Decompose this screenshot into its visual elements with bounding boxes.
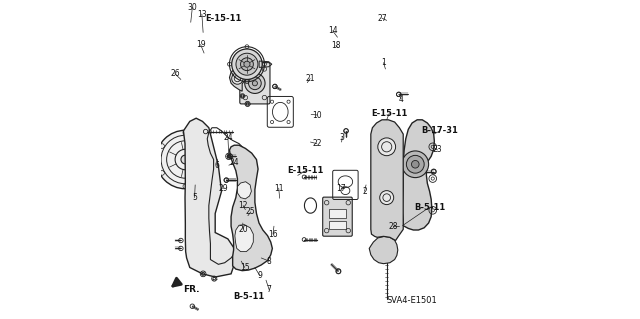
FancyBboxPatch shape — [323, 197, 352, 236]
Text: 8: 8 — [267, 257, 271, 266]
Polygon shape — [377, 243, 394, 260]
Polygon shape — [235, 225, 253, 252]
Polygon shape — [237, 182, 252, 199]
Text: 23: 23 — [433, 145, 442, 154]
Text: 27: 27 — [377, 14, 387, 23]
Text: 29: 29 — [219, 184, 228, 193]
Text: 20: 20 — [238, 225, 248, 234]
Circle shape — [252, 81, 257, 86]
Text: SVA4-E1501: SVA4-E1501 — [387, 296, 438, 305]
Text: 4: 4 — [399, 95, 404, 104]
Bar — [329, 221, 346, 229]
Circle shape — [248, 77, 261, 90]
Text: 24: 24 — [223, 133, 233, 142]
Circle shape — [241, 58, 253, 70]
Circle shape — [380, 191, 394, 204]
Bar — [329, 209, 346, 218]
Text: 6: 6 — [214, 161, 220, 170]
Circle shape — [402, 151, 429, 178]
Circle shape — [412, 160, 419, 168]
FancyBboxPatch shape — [240, 63, 270, 104]
Circle shape — [232, 49, 262, 79]
Text: 19: 19 — [196, 40, 205, 49]
Text: E-15-11: E-15-11 — [371, 109, 408, 118]
Text: B-5-11: B-5-11 — [233, 292, 264, 300]
Text: B-17-31: B-17-31 — [422, 126, 458, 135]
Text: 16: 16 — [268, 230, 278, 239]
Circle shape — [181, 155, 189, 164]
Text: 28: 28 — [388, 222, 398, 231]
Polygon shape — [371, 120, 403, 241]
Text: E-15-11: E-15-11 — [287, 166, 324, 175]
Circle shape — [244, 61, 250, 67]
Text: 2: 2 — [362, 187, 367, 196]
Circle shape — [406, 155, 424, 173]
Text: 22: 22 — [312, 139, 321, 148]
Text: 12: 12 — [238, 201, 248, 210]
Text: 10: 10 — [313, 111, 323, 120]
Text: 14: 14 — [328, 26, 337, 35]
Polygon shape — [230, 67, 248, 91]
Text: 1: 1 — [381, 58, 386, 67]
Text: B-5-11: B-5-11 — [414, 203, 445, 211]
Text: 15: 15 — [240, 263, 250, 272]
Text: FR.: FR. — [183, 285, 199, 294]
Polygon shape — [402, 120, 435, 230]
Text: 26: 26 — [170, 69, 180, 78]
Text: 17: 17 — [337, 184, 346, 193]
Text: E-15-11: E-15-11 — [205, 14, 241, 23]
Circle shape — [378, 138, 396, 156]
Text: 18: 18 — [331, 41, 340, 50]
FancyBboxPatch shape — [374, 160, 399, 183]
Polygon shape — [184, 118, 234, 277]
Text: 24: 24 — [229, 158, 239, 167]
Text: 30: 30 — [188, 3, 197, 12]
Text: 3: 3 — [340, 133, 345, 142]
Text: 9: 9 — [257, 271, 262, 280]
Text: 13: 13 — [197, 10, 207, 19]
Text: 7: 7 — [267, 285, 271, 294]
Text: 5: 5 — [192, 193, 197, 202]
Circle shape — [244, 73, 265, 93]
Polygon shape — [230, 145, 273, 271]
Text: 25: 25 — [246, 207, 255, 216]
Circle shape — [236, 53, 258, 75]
Circle shape — [380, 245, 392, 257]
Text: 11: 11 — [274, 184, 284, 193]
Text: 21: 21 — [305, 74, 315, 83]
Circle shape — [232, 73, 243, 84]
Circle shape — [156, 130, 214, 189]
Polygon shape — [369, 236, 398, 264]
